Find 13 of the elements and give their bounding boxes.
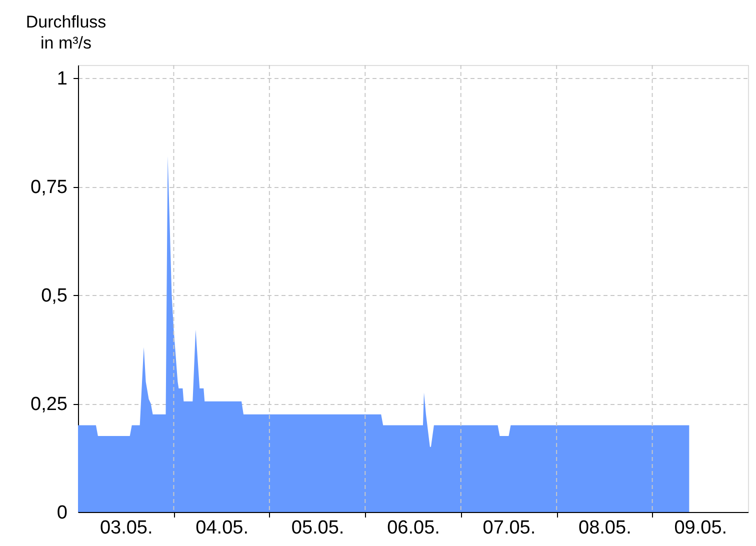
y-tick-label: 0,25 — [30, 394, 68, 416]
y-axis-title: Durchfluss in m³/s — [26, 12, 106, 52]
y-tick-label: 1 — [56, 68, 68, 90]
y-tick-label: 0 — [56, 502, 68, 524]
x-tick-label: 04.05. — [196, 518, 248, 538]
y-tick-label: 0,75 — [30, 177, 68, 198]
x-tick-label: 06.05. — [387, 518, 440, 538]
x-tick-label: 09.05. — [674, 518, 728, 538]
x-tick-label: 03.05. — [100, 518, 153, 538]
x-tick-label: 08.05. — [578, 518, 632, 538]
x-tick-label: 05.05. — [291, 518, 344, 538]
x-tick-label: 07.05. — [482, 518, 536, 538]
y-tick-label: 0,5 — [41, 286, 68, 307]
